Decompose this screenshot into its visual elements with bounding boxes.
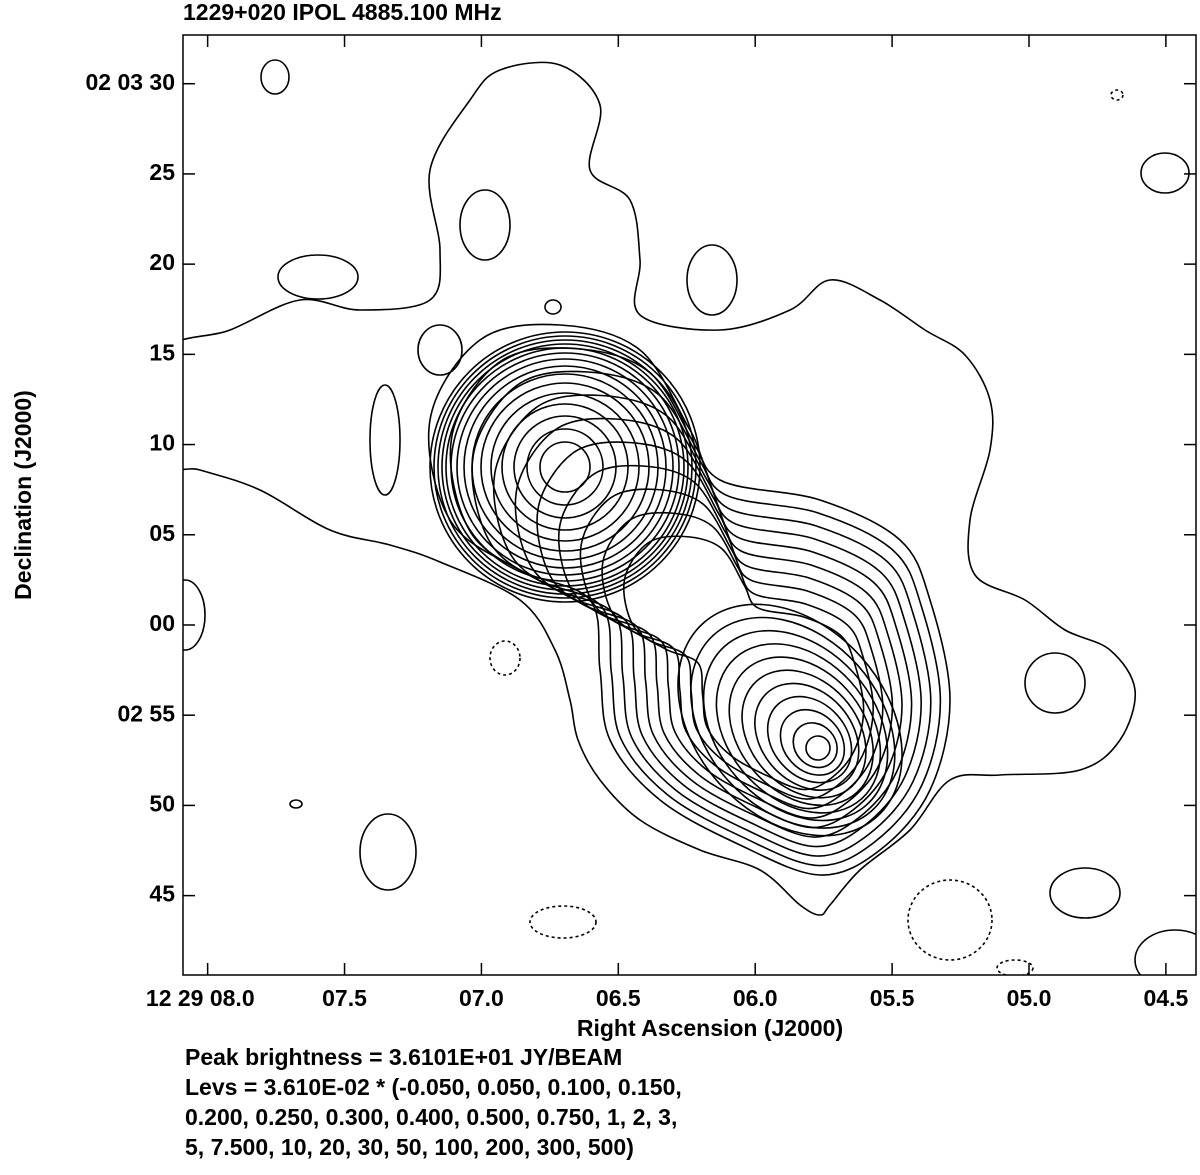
contour [1024, 652, 1086, 714]
contour [728, 656, 874, 807]
contour [260, 59, 290, 95]
y-tick-label: 10 [149, 430, 175, 456]
x-tick-label: 04.5 [1144, 985, 1189, 1011]
contour [702, 629, 889, 822]
chart-title: 1229+020 IPOL 4885.100 MHz [183, 0, 502, 25]
contour [277, 254, 359, 300]
contour [417, 324, 463, 376]
contour [677, 603, 903, 837]
contour [792, 722, 838, 769]
contour [779, 708, 846, 776]
contour [445, 347, 685, 587]
note: Levs = 3.610E-02 * (-0.050, 0.050, 0.100… [185, 1074, 682, 1100]
contour [513, 415, 617, 519]
contour [433, 335, 697, 599]
contour [689, 616, 896, 829]
contour [450, 352, 680, 582]
x-tick-label: 07.5 [322, 985, 367, 1011]
note: 0.200, 0.250, 0.300, 0.400, 0.500, 0.750… [185, 1104, 677, 1130]
contour [766, 695, 853, 784]
contour [429, 331, 701, 603]
x-tick-label: 05.0 [1007, 985, 1052, 1011]
x-tick-label: 12 29 08.0 [146, 985, 255, 1011]
contour [1049, 867, 1121, 919]
contour [463, 365, 667, 569]
contour [183, 579, 206, 651]
contour [480, 382, 650, 552]
y-tick-label: 25 [149, 159, 175, 185]
y-axis-label: Declination (J2000) [10, 390, 36, 600]
y-tick-label: 15 [149, 339, 175, 365]
contour [526, 428, 604, 506]
contour [471, 373, 659, 561]
contour [514, 417, 913, 838]
contour [456, 358, 674, 576]
contour [489, 640, 521, 676]
x-tick-label: 05.5 [870, 985, 915, 1011]
note: 5, 7.500, 10, 20, 30, 50, 100, 200, 300,… [185, 1134, 634, 1160]
y-tick-label: 05 [149, 520, 175, 546]
contour [501, 403, 629, 531]
y-tick-label: 00 [149, 610, 175, 636]
contour [289, 799, 303, 809]
x-tick-label: 07.0 [459, 985, 504, 1011]
contours [183, 59, 1196, 975]
contour [623, 535, 865, 791]
contour [1134, 929, 1196, 975]
contour [449, 347, 942, 867]
contour [437, 339, 693, 595]
y-tick-label: 20 [149, 249, 175, 275]
contour [1110, 89, 1124, 101]
contour [805, 735, 831, 761]
note: Peak brightness = 3.6101E+01 JY/BEAM [185, 1044, 622, 1070]
contour [1140, 152, 1190, 194]
contour [996, 959, 1034, 975]
contour [492, 394, 923, 848]
y-tick-label: 45 [149, 881, 175, 907]
x-axis-label: Right Ascension (J2000) [577, 1015, 843, 1041]
contour [459, 189, 511, 261]
contour [539, 441, 591, 493]
contour [686, 244, 738, 316]
x-tick-label: 06.5 [596, 985, 641, 1011]
contour [907, 879, 993, 961]
y-tick-label: 50 [149, 790, 175, 816]
contour [441, 343, 689, 591]
plot-frame [182, 34, 1197, 976]
contour [579, 488, 884, 810]
y-tick-label: 02 55 [117, 700, 175, 726]
contour [183, 61, 1137, 916]
contour [369, 384, 401, 496]
y-tick-label: 02 03 30 [85, 69, 175, 95]
contour [741, 669, 867, 799]
contour [544, 299, 562, 315]
contour [754, 682, 860, 791]
contour [601, 511, 875, 800]
contour [359, 813, 417, 891]
contour [715, 643, 882, 814]
contour [490, 392, 640, 542]
contour [471, 370, 932, 857]
contour [529, 905, 597, 939]
x-tick-label: 06.0 [733, 985, 778, 1011]
